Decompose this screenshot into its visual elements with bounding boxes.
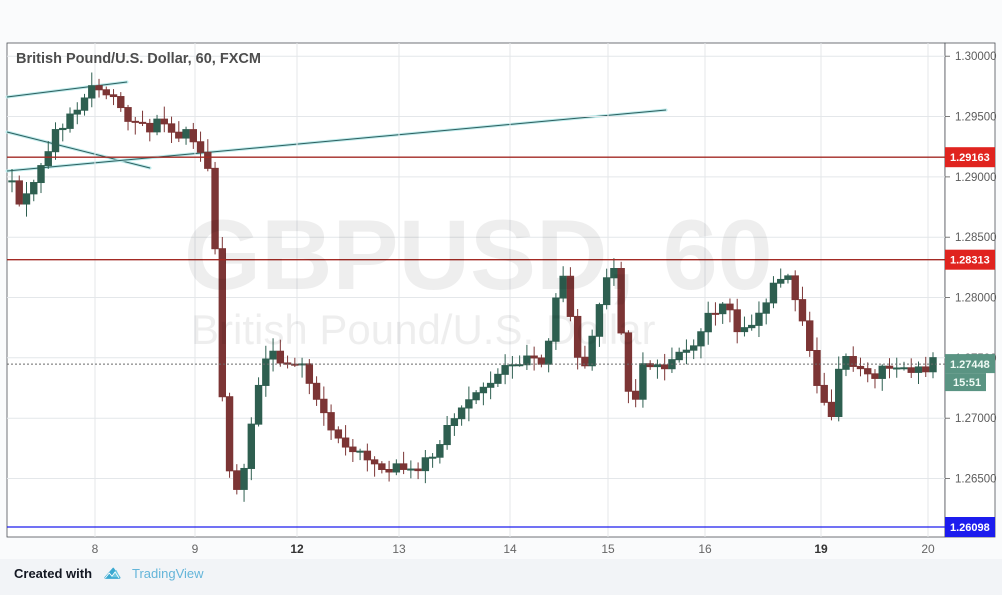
svg-text:8: 8 — [92, 542, 99, 556]
svg-text:1.30000: 1.30000 — [955, 51, 997, 63]
svg-text:15: 15 — [601, 542, 615, 556]
svg-text:14: 14 — [503, 542, 517, 556]
svg-text:9: 9 — [192, 542, 199, 556]
svg-text:1.26500: 1.26500 — [955, 474, 997, 486]
svg-text:1.27000: 1.27000 — [955, 413, 997, 425]
svg-text:12: 12 — [290, 542, 304, 556]
svg-text:1.28500: 1.28500 — [955, 232, 997, 244]
svg-text:20: 20 — [921, 542, 935, 556]
svg-text:1.29163: 1.29163 — [950, 152, 990, 164]
svg-text:1.29000: 1.29000 — [955, 172, 997, 184]
svg-text:19: 19 — [814, 542, 828, 556]
svg-text:13: 13 — [392, 542, 406, 556]
svg-text:1.29500: 1.29500 — [955, 112, 997, 124]
svg-text:1.28313: 1.28313 — [950, 255, 990, 267]
svg-text:16: 16 — [698, 542, 712, 556]
svg-text:1.26098: 1.26098 — [950, 522, 990, 534]
svg-text:1.27448: 1.27448 — [950, 359, 990, 371]
svg-text:15:51: 15:51 — [953, 377, 981, 389]
svg-text:1.28000: 1.28000 — [955, 293, 997, 305]
